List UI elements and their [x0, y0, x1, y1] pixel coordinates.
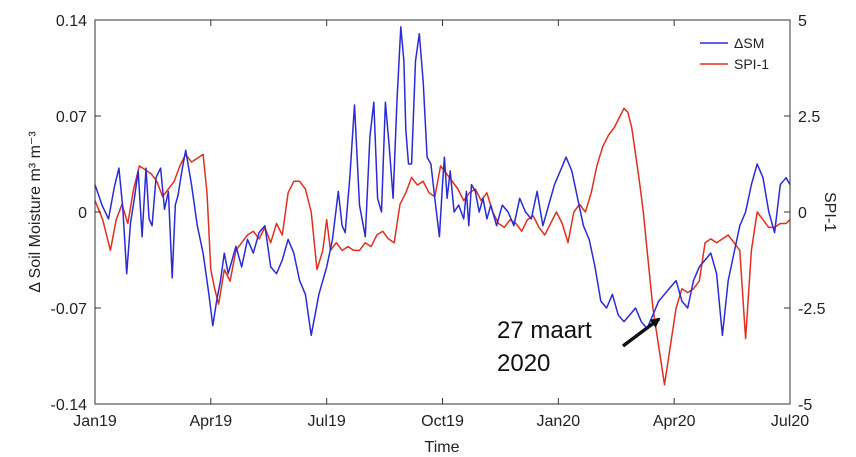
x-tick-label: Jan19	[73, 413, 117, 430]
y-axis-left-title: Δ Soil Moisture m³ m⁻³	[27, 131, 44, 293]
annotation-text-line2: 2020	[497, 350, 550, 377]
y-left-tick-label: 0.14	[56, 13, 87, 30]
annotation-text-line1: 27 maart	[497, 317, 592, 344]
legend: ΔSM SPI-1	[700, 35, 769, 72]
x-axis-title: Time	[425, 439, 460, 456]
y-right-tick-label: 2.5	[798, 109, 820, 126]
series-line-dsm	[94, 26, 791, 337]
legend-label-dsm: ΔSM	[734, 35, 764, 51]
x-tick-label: Oct19	[421, 413, 464, 430]
x-tick-label: Apr19	[189, 413, 232, 430]
legend-label-spi: SPI-1	[734, 56, 769, 72]
x-tick-label: Jan20	[537, 413, 581, 430]
y-left-tick-label: -0.07	[51, 301, 88, 318]
y-left-tick-label: 0	[78, 205, 87, 222]
series-line-spi	[94, 107, 791, 386]
y-left-tick-label: 0.07	[56, 109, 87, 126]
y-axis-right-title: SPI-1	[821, 192, 838, 232]
plot-area	[95, 20, 790, 404]
x-tick-label: Apr20	[653, 413, 696, 430]
annotation-arrow	[621, 317, 661, 348]
y-right-tick-label: 5	[798, 13, 807, 30]
y-right-tick-label: 0	[798, 205, 807, 222]
y-left-tick-label: -0.14	[51, 397, 88, 414]
x-tick-label: Jul19	[308, 413, 346, 430]
y-right-tick-label: -2.5	[798, 301, 826, 318]
x-tick-label: Jul20	[771, 413, 809, 430]
y-right-tick-label: -5	[798, 397, 812, 414]
annotation-27-maart: 27 maart 2020	[497, 317, 661, 377]
